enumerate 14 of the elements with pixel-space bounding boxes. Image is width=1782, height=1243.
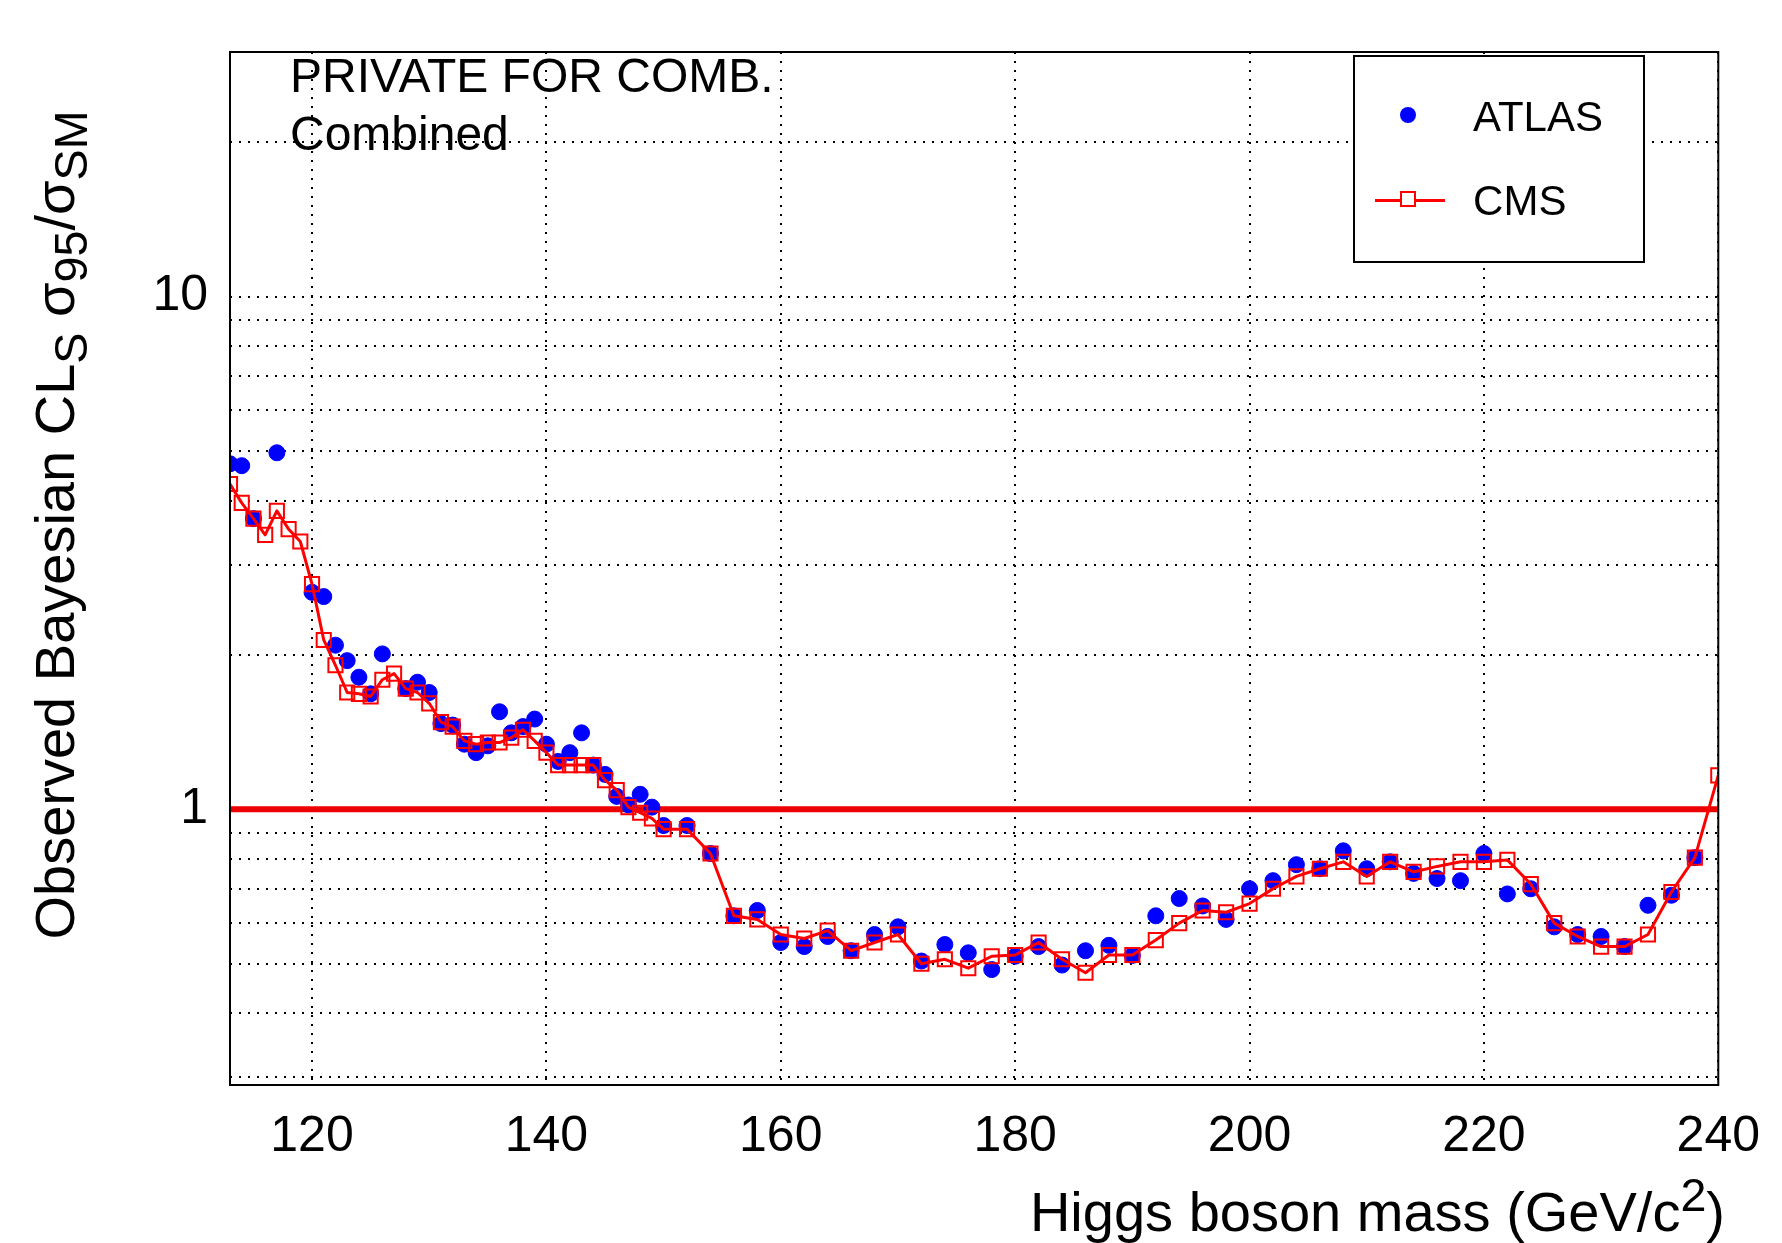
x-tick-label: 160 [739,1105,823,1162]
y-tick-label: 1 [180,778,208,835]
x-tick-label: 140 [504,1105,589,1162]
y-tick-label: 10 [152,265,208,322]
chart-title: PRIVATE FOR COMB. [290,48,774,103]
x-tick-label: 200 [1207,1105,1292,1162]
x-tick-label: 240 [1676,1105,1761,1162]
legend-label: ATLAS [1473,93,1603,141]
text: Combined [290,106,509,161]
x-tick-label: 120 [270,1105,354,1162]
x-tick-label: 220 [1442,1105,1526,1162]
legend-label: CMS [1473,177,1567,225]
x-tick-label: 180 [973,1105,1057,1162]
x-axis-title: Higgs boson mass (GeV/c$^{2}$) [1029,1168,1725,1243]
